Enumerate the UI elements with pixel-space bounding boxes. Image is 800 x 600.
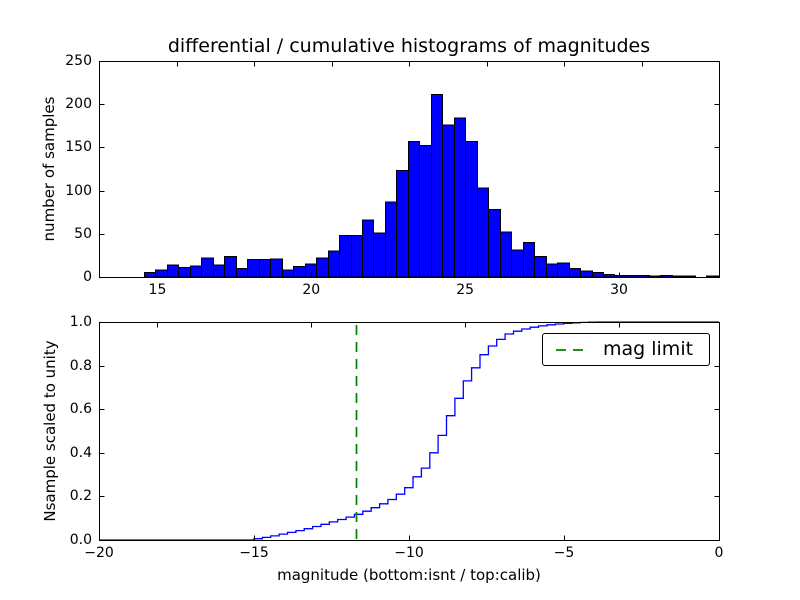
top-xtick-label: 20 (302, 282, 321, 298)
histogram-bar (201, 257, 214, 278)
histogram-bar (580, 270, 593, 278)
histogram-bar (557, 262, 570, 278)
histogram-bar (592, 272, 604, 278)
histogram-bar (672, 275, 684, 278)
bottom-ytick-label: 0.4 (69, 444, 92, 461)
top-ytick-label: 50 (74, 225, 92, 242)
bottom-xtick-label: −10 (394, 545, 424, 561)
histogram-bar (167, 264, 179, 278)
histogram-bar (683, 275, 696, 278)
bottom-ytick-label: 0.8 (69, 357, 92, 374)
histogram-bar (339, 235, 352, 278)
histogram-bar (637, 274, 650, 278)
histogram-bar (316, 257, 329, 278)
histogram-bar (236, 267, 248, 278)
histogram-bar (270, 258, 283, 278)
bottom-xlabel: magnitude (bottom:isnt / top:calib) (277, 566, 541, 584)
histogram-bar (351, 235, 363, 278)
histogram-bar (385, 201, 397, 278)
histogram-bar (649, 275, 661, 278)
legend: mag limit (542, 333, 710, 366)
bottom-xtick-label: 0 (714, 545, 724, 561)
histogram-bar (396, 170, 409, 278)
histogram-bar (454, 117, 466, 278)
cumulative-curve (99, 321, 719, 541)
histogram-bar (282, 269, 294, 278)
top-xtick-label: 25 (456, 282, 475, 298)
histogram-bar (247, 259, 260, 278)
histogram-bar (213, 264, 225, 278)
histogram-bar (178, 267, 191, 278)
histogram-bar (362, 219, 374, 278)
top-ylabel: number of samples (40, 96, 58, 242)
histogram-bar (144, 272, 156, 278)
top-ytick-label: 0 (83, 269, 92, 285)
histogram-bar (328, 250, 340, 278)
top-ytick-label: 100 (65, 182, 92, 199)
histogram-bar (603, 273, 615, 278)
bottom-xtick-label: −20 (84, 545, 114, 561)
histogram-bar (293, 266, 306, 278)
histogram-bar (660, 274, 673, 278)
histogram-bar (190, 265, 202, 278)
histogram-bars (144, 94, 719, 278)
histogram-bar (534, 255, 547, 278)
figure-title: differential / cumulative histograms of … (167, 35, 651, 57)
histogram-bar (259, 259, 271, 278)
histogram-bar (500, 231, 512, 278)
bottom-ytick-label: 0.2 (69, 488, 92, 505)
bottom-ytick-label: 0.6 (69, 401, 92, 418)
histogram-bar (546, 263, 558, 278)
mag-limit-dash-sample-icon (556, 348, 586, 351)
histogram-bar (488, 209, 501, 278)
histogram-bar (431, 94, 443, 278)
histogram-bar (419, 145, 432, 278)
bottom-ytick-label: 0.0 (69, 532, 92, 548)
histogram-bar (614, 274, 627, 278)
bottom-xtick-label: −5 (553, 545, 575, 561)
histogram-bar (523, 241, 535, 278)
top-ytick-label: 200 (65, 96, 92, 113)
top-ytick-label: 250 (65, 53, 92, 69)
histogram-bar (477, 187, 489, 278)
histogram-bar (569, 267, 581, 278)
histogram-bar (373, 232, 386, 278)
top-ytick-label: 150 (65, 139, 92, 156)
top-xtick-label: 30 (610, 282, 628, 298)
histogram-bar (706, 275, 719, 278)
histogram-bar (442, 124, 455, 278)
legend-label: mag limit (603, 338, 694, 360)
bottom-ytick-label: 1.0 (69, 314, 92, 330)
histogram-bar (465, 140, 478, 278)
axes (99, 61, 720, 541)
histogram-bar (626, 274, 638, 278)
histogram-bar (224, 255, 237, 278)
bottom-xtick-label: −15 (239, 545, 269, 561)
top-xtick-label: 15 (148, 282, 167, 298)
histogram-bar (511, 249, 524, 278)
histogram-bar (408, 140, 420, 278)
